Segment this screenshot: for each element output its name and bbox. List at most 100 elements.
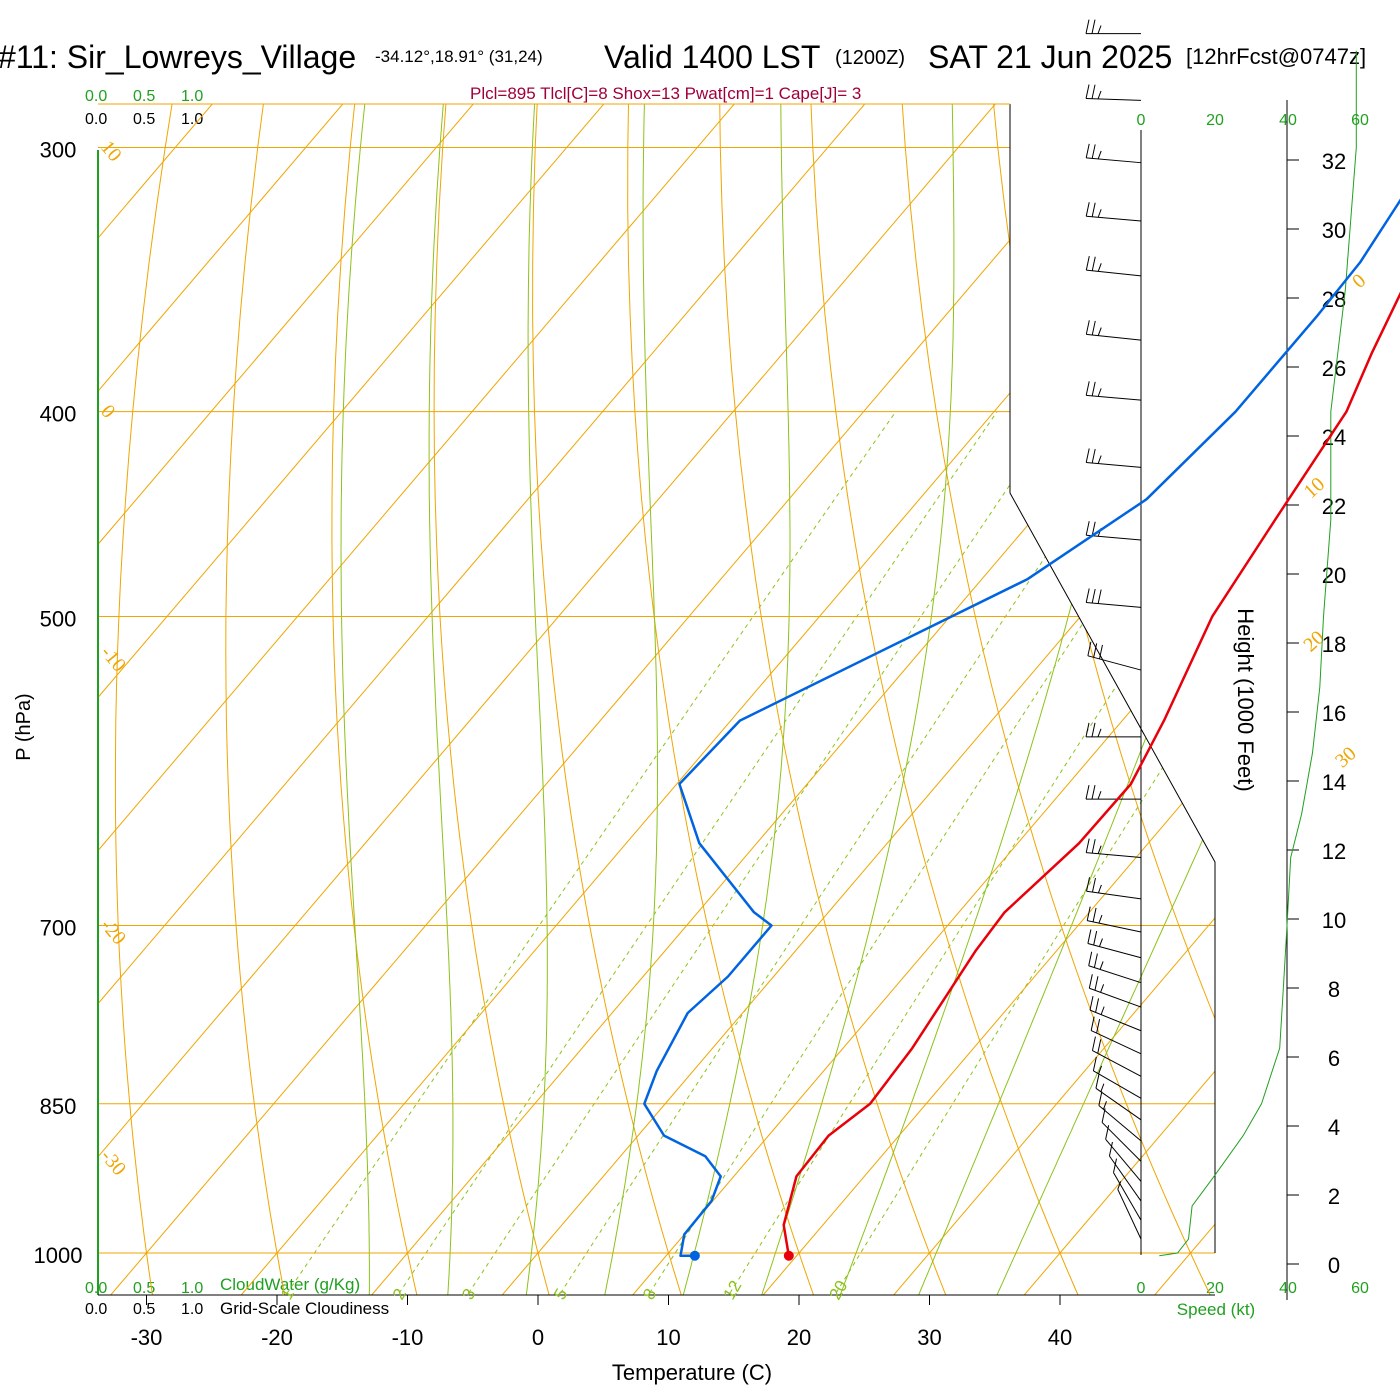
wind-barb-feather-20-0 — [1090, 1016, 1095, 1031]
isotherm-50 — [1151, 104, 1215, 1295]
mixing-ratio-lines — [277, 411, 1215, 1295]
cloud-top-green-2: 1.0 — [181, 88, 203, 105]
wind-barb-23 — [1095, 1074, 1142, 1121]
speed-bottom-tick-0: 0 — [1137, 1280, 1146, 1297]
dry-adiabat-60 — [981, 104, 1215, 1295]
dry-adiabat--30 — [114, 104, 202, 1295]
p-tick-label-400: 400 — [40, 402, 77, 427]
wind-barb-staff-15 — [1087, 920, 1142, 933]
wind-barb-feather-23-1 — [1100, 1083, 1105, 1092]
wind-barb-27 — [1108, 1141, 1142, 1202]
height-tick-label-30: 30 — [1322, 218, 1346, 243]
wind-barb-16 — [1087, 929, 1142, 959]
isotherm--70 — [98, 104, 885, 1295]
wind-barb-0 — [1085, 19, 1141, 35]
chart-header: #11: Sir_Lowreys_Village -34.12°,18.91° … — [0, 39, 1366, 103]
height-tick-label-12: 12 — [1322, 839, 1346, 864]
isotherm--30 — [107, 104, 1215, 1295]
wind-barb-feather-0-1 — [1091, 19, 1096, 34]
wind-barb-staff-2 — [1086, 157, 1142, 164]
wind-barb-4 — [1085, 255, 1142, 277]
speed-bottom-tick-40: 40 — [1279, 1280, 1297, 1297]
height-tick-label-18: 18 — [1322, 632, 1346, 657]
isotherm--80 — [98, 104, 754, 1295]
wind-barb-12 — [1085, 785, 1141, 800]
dry-adiabat-20 — [627, 104, 819, 1295]
wind-barb-staff-6 — [1086, 394, 1142, 401]
wind-barb-feather-5-2 — [1097, 327, 1102, 336]
wind-barb-2 — [1085, 143, 1142, 164]
x-axis-label: Temperature (C) — [612, 1360, 772, 1385]
wind-barb-feather-12-1 — [1091, 785, 1096, 800]
wind-barb-6 — [1085, 381, 1142, 401]
wind-barb-staff-13 — [1086, 852, 1142, 858]
cloud-bottom-black-1: 0.5 — [133, 1301, 155, 1318]
wind-barb-staff-19 — [1089, 1009, 1142, 1032]
moist-adiabat--10 — [340, 104, 383, 1295]
wind-barb-staff-9 — [1086, 602, 1142, 608]
x-tick-label-10: 10 — [656, 1325, 680, 1350]
height-tick-label-10: 10 — [1322, 908, 1346, 933]
height-tick-label-2: 2 — [1328, 1184, 1340, 1209]
wind-barb-feather-12-0 — [1085, 785, 1090, 800]
wind-barb-feather-19-0 — [1089, 996, 1094, 1011]
temperature-profile — [782, 291, 1400, 1257]
wind-barb-17 — [1088, 951, 1142, 984]
sounding-profiles — [643, 198, 1400, 1261]
wind-barb-feather-16-0 — [1087, 929, 1092, 944]
wind-barb-feather-22-0 — [1092, 1056, 1097, 1071]
wind-barb-18 — [1088, 974, 1142, 1008]
height-tick-label-4: 4 — [1328, 1115, 1340, 1140]
wind-barb-feather-19-2 — [1100, 1006, 1105, 1015]
wind-barb-feather-13-2 — [1097, 845, 1102, 854]
height-tick-label-14: 14 — [1322, 770, 1346, 795]
wind-barb-14 — [1086, 877, 1142, 900]
isotherm--20 — [238, 104, 1215, 1295]
wind-barb-staff-22 — [1093, 1070, 1142, 1099]
height-tick-label-32: 32 — [1322, 149, 1346, 174]
wind-barb-staff-16 — [1087, 943, 1142, 959]
cloud-top-black-1: 0.5 — [133, 111, 155, 128]
speed-top-tick-60: 60 — [1351, 112, 1369, 129]
speed-axis: 0 20 40 60 0 20 40 60 Speed (kt) — [1137, 112, 1369, 1319]
wind-barb-feather-5-1 — [1091, 320, 1096, 336]
isotherm--10 — [368, 104, 1215, 1295]
p-tick-label-700: 700 — [40, 916, 77, 941]
wind-barb-feather-1-0 — [1085, 84, 1090, 99]
wind-barb-feather-6-1 — [1091, 381, 1096, 396]
wind-barb-feather-29-0 — [1117, 1181, 1122, 1190]
moist-adiabat-14 — [682, 104, 791, 1295]
station-coords: -34.12°,18.91° (31,24) — [375, 47, 543, 66]
wind-barb-feather-16-1 — [1093, 930, 1098, 946]
wind-barb-feather-6-2 — [1097, 388, 1102, 397]
wind-barb-24 — [1098, 1091, 1142, 1142]
valid-time: Valid 1400 LST — [604, 39, 820, 75]
wind-barb-staff-20 — [1090, 1030, 1142, 1055]
wind-barb-feather-0-0 — [1085, 19, 1090, 34]
mixing-ratio-12 — [721, 411, 1215, 1295]
wind-barb-1 — [1085, 84, 1142, 101]
wind-barb-staff-25 — [1101, 1122, 1142, 1162]
wind-barb-feather-3-2 — [1097, 209, 1102, 218]
speed-top-tick-40: 40 — [1279, 112, 1297, 129]
height-tick-label-26: 26 — [1322, 356, 1346, 381]
wind-barb-staff-14 — [1086, 890, 1142, 900]
height-tick-label-8: 8 — [1328, 977, 1340, 1002]
wind-barb-staff-4 — [1086, 269, 1142, 277]
wind-barb-feather-28-0 — [1113, 1158, 1117, 1173]
p-tick-label-1000: 1000 — [34, 1243, 83, 1268]
x-tick-label--20: -20 — [261, 1325, 293, 1350]
mixing-ratio-5 — [551, 411, 1143, 1295]
wind-barb-15 — [1086, 906, 1142, 933]
dry-adiabat-0 — [433, 104, 553, 1295]
wind-barb-feather-12-2 — [1097, 790, 1102, 800]
wind-barb-staff-5 — [1086, 333, 1142, 341]
x-tick-label--30: -30 — [131, 1325, 163, 1350]
mixing-ratio-1 — [277, 411, 897, 1295]
wind-barb-staff-28 — [1113, 1172, 1142, 1221]
wind-barbs — [1085, 19, 1357, 1257]
wind-barb-3 — [1085, 202, 1142, 222]
wind-barb-staff-24 — [1098, 1105, 1142, 1142]
height-tick-label-28: 28 — [1322, 287, 1346, 312]
cloud-top-black-0: 0.0 — [85, 111, 107, 128]
